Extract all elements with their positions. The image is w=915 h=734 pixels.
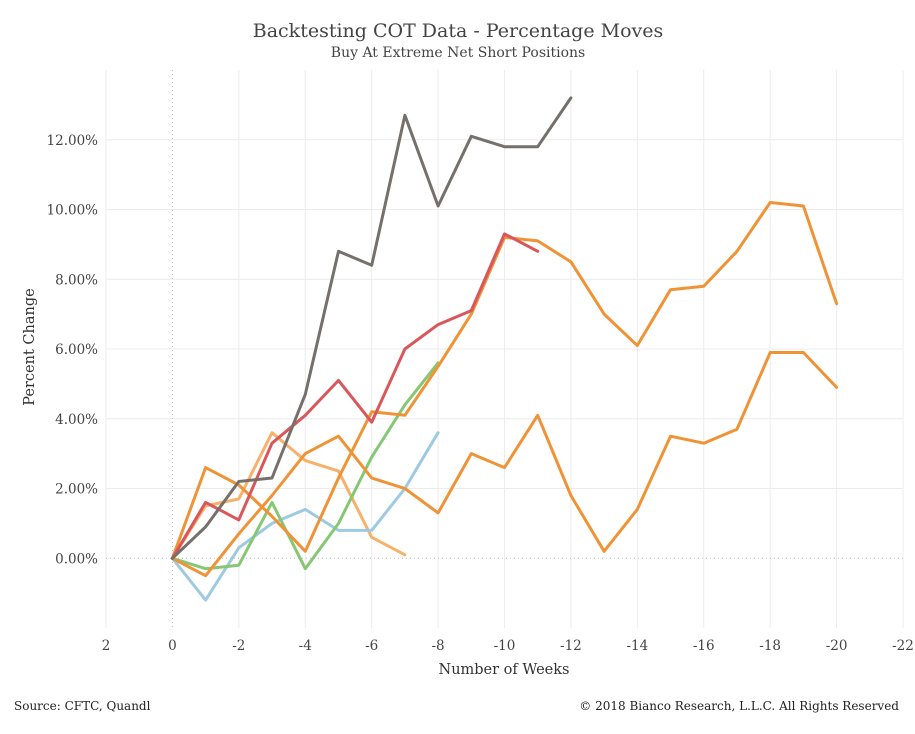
x-tick-label: 0 — [168, 638, 177, 654]
y-tick-label: 6.00% — [55, 342, 98, 358]
chart-title: Backtesting COT Data - Percentage Moves — [253, 20, 664, 42]
zero-lines — [106, 70, 903, 628]
x-tick-label: 2 — [102, 638, 111, 654]
y-tick-label: 10.00% — [47, 203, 99, 219]
x-tick-label: -10 — [494, 638, 516, 654]
series-line-7 — [170, 96, 573, 560]
copyright-note: © 2018 Bianco Research, L.L.C. All Right… — [579, 699, 899, 713]
series-line-3 — [170, 361, 440, 571]
series-line-2 — [170, 431, 440, 602]
series-line-4 — [170, 351, 839, 578]
x-tick-label: -2 — [232, 638, 245, 654]
source-note: Source: CFTC, Quandl — [14, 699, 151, 713]
y-axis-label: Percent Change — [22, 288, 38, 405]
x-tick-label: -16 — [693, 638, 715, 654]
x-axis-label: Number of Weeks — [439, 662, 570, 678]
y-tick-label: 2.00% — [55, 482, 98, 498]
series-line-1 — [170, 431, 407, 560]
y-tick-label: 8.00% — [55, 272, 98, 288]
x-tick-label: -18 — [759, 638, 781, 654]
y-tick-label: 4.00% — [55, 412, 98, 428]
x-tick-label: -12 — [560, 638, 582, 654]
x-tick-label: -4 — [299, 638, 312, 654]
x-tick-label: -22 — [892, 638, 914, 654]
y-tick-label: 0.00% — [55, 551, 98, 567]
tick-labels: 0.00% 2.00% 4.00% 6.00% 8.00% 10.00% 12.00% 2 0 -… — [47, 133, 914, 654]
y-tick-label: 12.00% — [47, 133, 99, 149]
grid — [105, 70, 904, 628]
series-line-6 — [170, 232, 540, 560]
chart-subtitle: Buy At Extreme Net Short Positions — [331, 45, 585, 61]
x-tick-label: -6 — [365, 638, 378, 654]
x-tick-label: -14 — [626, 638, 648, 654]
x-tick-label: -8 — [432, 638, 445, 654]
x-tick-label: -20 — [826, 638, 848, 654]
series-lines — [170, 96, 839, 602]
